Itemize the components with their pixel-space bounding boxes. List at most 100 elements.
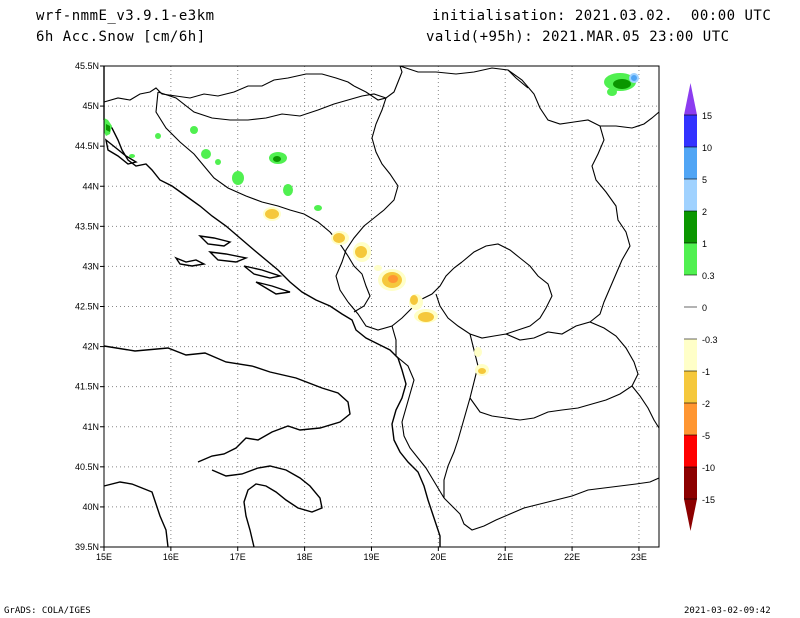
lat-tick-label: 41N — [82, 422, 99, 432]
snow-blob — [631, 75, 637, 81]
colorbar-label: -1 — [702, 367, 710, 377]
colorbar-swatch — [684, 275, 697, 307]
init-time: initialisation: 2021.03.02. 00:00 UTC — [432, 8, 772, 24]
lon-tick-label: 18E — [297, 552, 313, 562]
border-albania-west — [395, 355, 445, 499]
colorbar-label: 10 — [702, 143, 712, 153]
italy-heel-coast — [211, 465, 323, 548]
snow-blob — [388, 275, 398, 283]
colorbar-label: 1 — [702, 239, 707, 249]
field-title: 6h Acc.Snow [cm/6h] — [36, 29, 206, 45]
snow-blob — [283, 184, 293, 196]
lat-tick-label: 44N — [82, 181, 99, 191]
snow-blob — [418, 312, 434, 322]
italy-south-coast — [103, 481, 169, 548]
lon-tick-label: 16E — [163, 552, 179, 562]
lon-tick-label: 20E — [430, 552, 446, 562]
border-cro-hun — [353, 65, 403, 101]
lat-tick-label: 42.5N — [75, 302, 99, 312]
snow-blob — [215, 159, 221, 165]
snow-blob — [355, 246, 367, 258]
colorbar-swatch — [684, 179, 697, 211]
colorbar-swatch — [684, 435, 697, 467]
border-bih-north — [157, 91, 387, 121]
lat-tick-label: 40N — [82, 502, 99, 512]
snow-blob — [129, 154, 135, 158]
island — [255, 281, 291, 295]
island — [208, 251, 249, 263]
snow-blob — [106, 124, 110, 132]
lon-tick-label: 21E — [497, 552, 513, 562]
colorbar-label: -2 — [702, 399, 710, 409]
snow-blob — [613, 79, 631, 89]
coastlines — [103, 66, 441, 548]
border-mne-alb — [391, 325, 397, 356]
island — [174, 256, 207, 267]
colorbar-label: -0.3 — [702, 335, 718, 345]
lon-tick-label: 17E — [230, 552, 246, 562]
country-borders — [103, 65, 660, 531]
colorbar-label: 2 — [702, 207, 707, 217]
colorbar-label: 0 — [702, 303, 707, 313]
colorbar-label: -10 — [702, 463, 715, 473]
border-mne — [347, 261, 463, 331]
island — [198, 235, 232, 247]
snow-blob — [273, 156, 281, 162]
lat-tick-label: 39.5N — [75, 542, 99, 552]
colorbar-swatch — [684, 211, 697, 243]
snow-blob — [314, 205, 322, 211]
colorbar-swatch — [684, 307, 697, 339]
border-north — [103, 73, 355, 103]
border-albania-east — [443, 333, 479, 498]
snow-blob — [190, 126, 198, 134]
lon-tick-label: 19E — [363, 552, 379, 562]
lat-tick-label: 45N — [82, 101, 99, 111]
lat-tick-label: 44.5N — [75, 141, 99, 151]
snow-blob — [474, 347, 482, 357]
border-danube — [507, 69, 529, 89]
snow-blob — [155, 133, 161, 139]
lon-tick-label: 15E — [96, 552, 112, 562]
colorbar-label: 0.3 — [702, 271, 715, 281]
snow-blob — [410, 295, 418, 305]
border-cro-bih — [155, 91, 371, 313]
colorbar-label: -5 — [702, 431, 710, 441]
lat-tick-label: 43N — [82, 261, 99, 271]
colorbar-label: 5 — [702, 175, 707, 185]
colorbar: 15 10 5 2 1 0.3 0 -0.3 -1 -2 -5 -10 -15 — [684, 83, 718, 531]
model-title: wrf-nmmE_v3.9.1-e3km — [36, 8, 215, 24]
lat-tick-label: 43.5N — [75, 221, 99, 231]
lat-tick-label: 40.5N — [75, 462, 99, 472]
snow-blob — [374, 265, 382, 271]
lon-tick-label: 23E — [631, 552, 647, 562]
italy-coast — [103, 345, 351, 463]
colorbar-label: -15 — [702, 495, 715, 505]
colorbar-swatch — [684, 243, 697, 275]
snow-blob — [478, 368, 486, 374]
colorbar-swatch — [684, 339, 697, 371]
colorbar-swatch — [684, 115, 697, 147]
lat-tick-label: 42N — [82, 342, 99, 352]
island — [243, 265, 283, 279]
island — [104, 138, 138, 165]
border-kosovo — [435, 243, 553, 339]
lat-tick-label: 45.5N — [75, 61, 99, 71]
border-bih-srb — [335, 97, 399, 303]
footer-right: 2021-03-02-09:42 — [684, 606, 771, 616]
valid-time: valid(+95h): 2021.MAR.05 23:00 UTC — [426, 29, 730, 45]
border-bulgaria — [631, 385, 660, 429]
border-greece — [443, 477, 660, 531]
snow-blob — [333, 233, 345, 243]
snow-blob — [232, 171, 244, 185]
adriatic-east-coast — [103, 119, 441, 547]
snow-blob — [607, 88, 617, 96]
colorbar-swatch — [684, 147, 697, 179]
axis-ticks: 45.5N 45N 44.5N 44N 43.5N 43N 42.5N 42N 41.5N 41N… — [75, 61, 647, 562]
footer-left: GrADS: COLA/IGES — [4, 606, 91, 616]
map-area — [104, 66, 659, 547]
snow-field — [104, 73, 639, 376]
lat-tick-label: 41.5N — [75, 382, 99, 392]
border-romania — [600, 111, 660, 129]
colorbar-label: 15 — [702, 111, 712, 121]
